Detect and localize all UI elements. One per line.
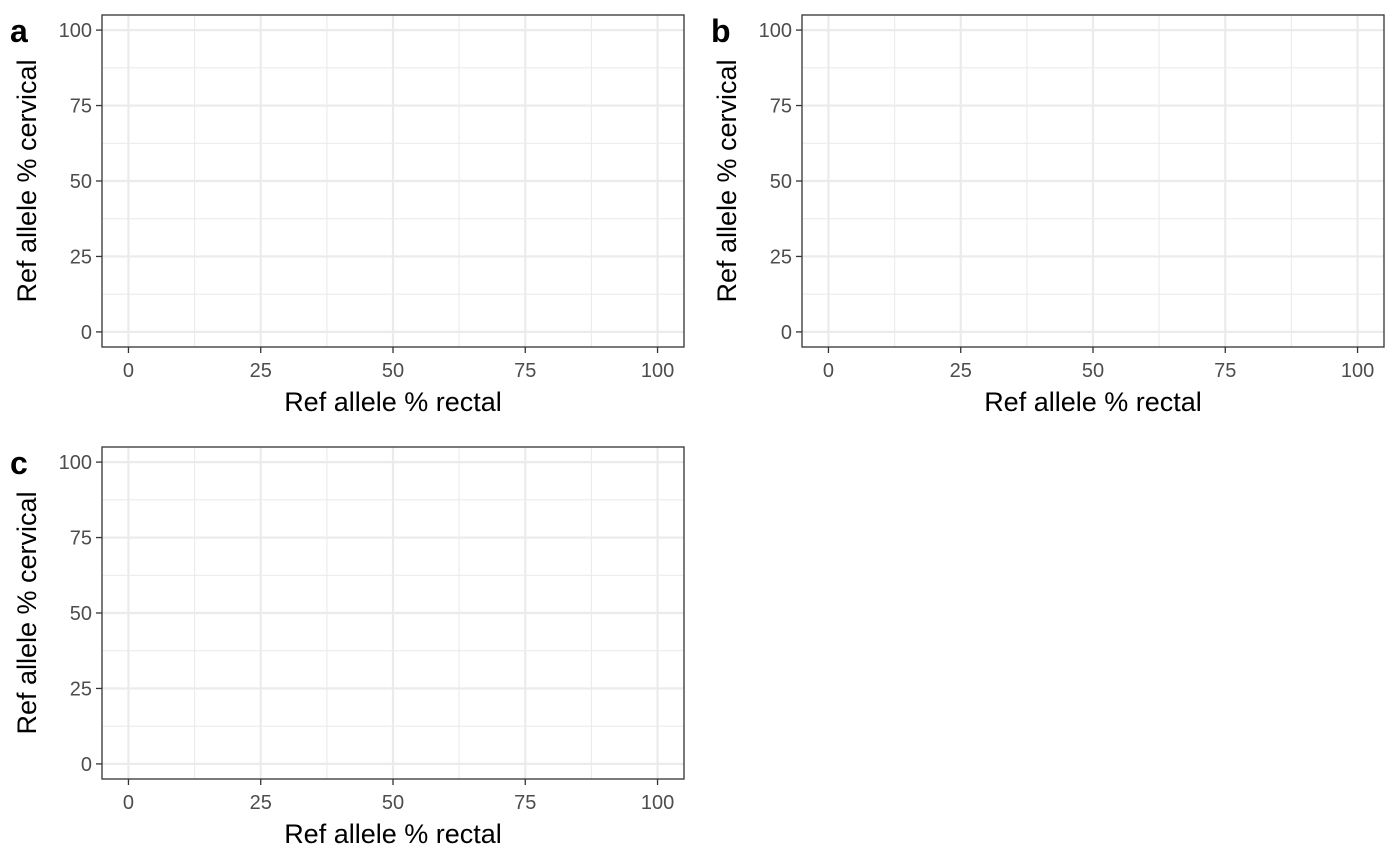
x-tick-label: 0 [123,792,134,814]
x-tick-label: 25 [250,360,272,382]
y-tick-label: 100 [59,452,92,474]
x-tick-label: 100 [1341,360,1374,382]
panel-a: 0 25 50 75 100 0 25 50 75 100 Ref allele % rectal R… [10,13,685,417]
y-tick-label: 75 [70,528,92,550]
y-tick-label: 75 [770,96,792,118]
panel-b: 0 25 50 75 100 0 25 50 75 100 Ref allele % rectal R… [711,13,1385,417]
y-tick-label: 25 [70,678,92,700]
y-tick-label: 50 [70,603,92,625]
x-tick-label: 100 [641,360,674,382]
x-axis-title: Ref allele % rectal [984,387,1202,417]
y-axis-title: Ref allele % cervical [12,59,42,302]
x-tick-label: 75 [514,792,536,814]
panel-tag-label: b [711,13,731,49]
x-tick-label: 0 [823,360,834,382]
y-tick-label: 0 [781,322,792,344]
y-tick-label: 25 [770,246,792,268]
x-axis-title: Ref allele % rectal [284,819,502,849]
x-tick-label: 50 [1082,360,1104,382]
y-axis-title: Ref allele % cervical [12,491,42,734]
y-tick-label: 100 [59,20,92,42]
x-tick-label: 0 [123,360,134,382]
x-axis-title: Ref allele % rectal [284,387,502,417]
panel-tag-label: a [10,13,28,49]
y-tick-label: 25 [70,246,92,268]
y-axis-title: Ref allele % cervical [712,59,742,302]
y-tick-label: 100 [759,20,792,42]
x-tick-label: 25 [250,792,272,814]
x-tick-label: 75 [514,360,536,382]
y-tick-label: 0 [81,754,92,776]
y-tick-label: 50 [770,171,792,193]
x-tick-label: 50 [382,792,404,814]
x-tick-label: 50 [382,360,404,382]
y-tick-label: 50 [70,171,92,193]
panel-tag-label: c [10,445,28,481]
x-tick-label: 100 [641,792,674,814]
panel-c: 0 25 50 75 100 0 25 50 75 100 Ref allele % rectal R… [10,445,685,849]
x-tick-label: 25 [950,360,972,382]
y-tick-label: 0 [81,322,92,344]
y-tick-label: 75 [70,96,92,118]
x-tick-label: 75 [1214,360,1236,382]
